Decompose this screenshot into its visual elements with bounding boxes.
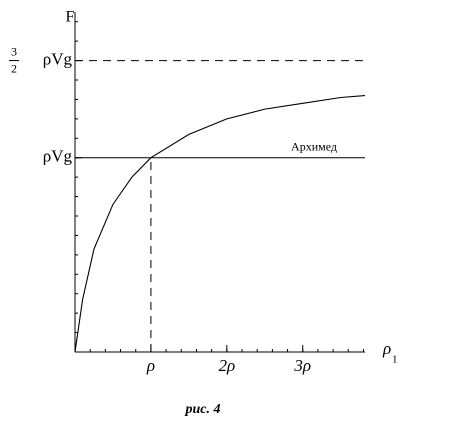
y-tick-label: ρVg bbox=[43, 49, 73, 68]
curve bbox=[74, 94, 366, 353]
y-tick-fraction-num: 3 bbox=[11, 44, 17, 58]
x-axis-label: ρ bbox=[382, 339, 391, 358]
caption: рис. 4 bbox=[185, 402, 221, 417]
y-tick-label: ρVg bbox=[43, 147, 73, 166]
y-tick-fraction-den: 2 bbox=[11, 61, 17, 75]
x-axis-label-subscript: 1 bbox=[392, 354, 398, 366]
reference-label: Архимед bbox=[291, 139, 337, 153]
y-axis-label: F bbox=[66, 9, 75, 26]
x-tick-label: 3ρ bbox=[293, 356, 311, 375]
x-tick-label: ρ bbox=[146, 356, 155, 375]
x-tick-label: 2ρ bbox=[218, 356, 235, 375]
